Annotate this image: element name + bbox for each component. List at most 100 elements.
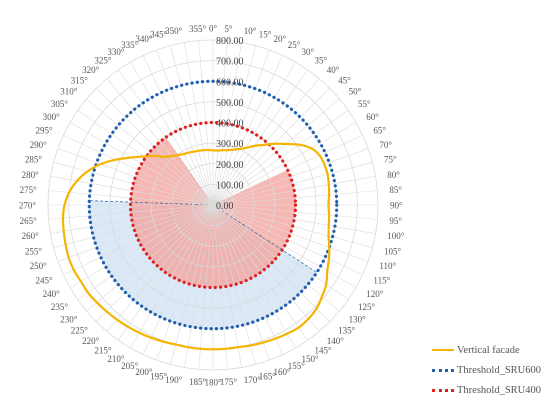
angle-tick-label: 115° — [373, 275, 390, 285]
angle-tick-label: 205° — [121, 361, 139, 371]
angle-tick-label: 285° — [25, 155, 43, 165]
angular-spoke — [212, 204, 369, 262]
angle-tick-label: 100° — [387, 231, 405, 241]
radial-tick-label: 600.00 — [216, 77, 244, 88]
angle-tick-label: 135° — [338, 326, 356, 336]
angular-spoke — [212, 88, 330, 206]
legend-swatch-threshold-sru400 — [432, 388, 454, 392]
angle-tick-label: 260° — [22, 231, 40, 241]
angle-tick-label: 270° — [19, 201, 37, 211]
series-line-threshold-sru600 — [87, 79, 339, 331]
angle-tick-label: 120° — [366, 289, 384, 299]
angle-tick-label: 345° — [150, 30, 168, 40]
series-layer — [61, 79, 339, 351]
angle-tick-label: 330° — [107, 47, 125, 57]
angle-tick-label: 215° — [94, 345, 112, 355]
angle-tick-label: 15° — [259, 30, 272, 40]
angle-tick-label: 180° — [204, 378, 222, 388]
angle-tick-label: 90° — [390, 201, 403, 211]
angle-tick-label: 25° — [288, 40, 301, 50]
angular-spoke — [212, 204, 378, 220]
angle-tick-label: 20° — [274, 34, 287, 44]
angle-tick-label: 320° — [82, 65, 100, 75]
radial-tick-label: 800.00 — [216, 36, 244, 47]
radial-tick-label: 0.00 — [216, 201, 234, 212]
angular-spoke — [212, 40, 228, 206]
angular-spoke — [96, 204, 214, 322]
angular-spoke — [130, 204, 214, 349]
angle-tick-label: 275° — [20, 185, 38, 195]
angular-spoke — [69, 204, 214, 288]
angle-tick-label: 0° — [209, 24, 218, 34]
angle-tick-label: 290° — [30, 140, 48, 150]
angle-tick-label: 240° — [43, 289, 61, 299]
angle-tick-label: 310° — [60, 87, 78, 97]
angle-tick-label: 220° — [82, 336, 100, 346]
angle-tick-label: 235° — [51, 302, 69, 312]
angle-tick-label: 230° — [60, 314, 78, 324]
angle-tick-label: 250° — [30, 261, 48, 271]
legend-swatch-vertical-facade — [432, 349, 454, 351]
angle-tick-label: 85° — [389, 185, 402, 195]
series-line-threshold-sru400 — [128, 120, 298, 290]
angle-tick-label: 280° — [22, 170, 40, 180]
angle-tick-label: 125° — [358, 302, 376, 312]
angle-tick-label: 30° — [302, 47, 315, 57]
angle-tick-label: 70° — [379, 140, 392, 150]
angular-spoke — [184, 42, 214, 206]
legend-swatch-threshold-sru600 — [432, 368, 454, 372]
angle-tick-label: 300° — [43, 112, 61, 122]
angle-tick-label: 185° — [189, 377, 207, 387]
legend-label-threshold-sru600: Threshold_SRU600 — [457, 364, 541, 376]
angular-spoke — [212, 122, 357, 206]
angular-spoke — [212, 45, 256, 206]
angle-tick-label: 145° — [315, 345, 333, 355]
angle-tick-label: 315° — [71, 75, 89, 85]
legend-label-threshold-sru400: Threshold_SRU400 — [457, 384, 541, 396]
angle-tick-label: 245° — [35, 275, 53, 285]
angle-tick-label: 325° — [94, 56, 112, 66]
angular-spoke — [48, 204, 214, 220]
radial-tick-label: 100.00 — [216, 180, 244, 191]
angle-tick-label: 110° — [379, 261, 396, 271]
angle-tick-label: 265° — [20, 216, 38, 226]
angular-spoke — [63, 134, 214, 206]
angular-spoke — [212, 204, 256, 365]
angular-spoke — [212, 204, 242, 368]
radial-tick-label: 200.00 — [216, 160, 244, 171]
angle-tick-label: 195° — [150, 371, 168, 381]
angle-tick-label: 170° — [244, 375, 261, 385]
angle-tick-label: 225° — [71, 326, 89, 336]
angular-spoke — [212, 204, 284, 355]
angle-tick-label: 355° — [189, 24, 207, 34]
angle-tick-label: 35° — [315, 56, 328, 66]
angle-tick-label: 45° — [338, 75, 351, 85]
angle-tick-label: 40° — [327, 65, 340, 75]
angle-tick-label: 350° — [165, 26, 183, 36]
angle-tick-label: 200° — [135, 367, 153, 377]
angle-tick-label: 50° — [349, 87, 362, 97]
angular-spoke — [106, 78, 214, 206]
angle-tick-label: 335° — [121, 40, 139, 50]
angular-spoke — [212, 49, 270, 206]
angular-spoke — [212, 61, 296, 206]
angle-tick-label: 295° — [35, 126, 53, 136]
angle-tick-label: 150° — [302, 354, 320, 364]
legend-item-threshold-sru600: Threshold_SRU600 — [432, 360, 547, 380]
radial-tick-label: 500.00 — [216, 98, 244, 109]
radial-tick-label: 300.00 — [216, 139, 244, 150]
angular-spoke — [142, 55, 214, 206]
angle-tick-labels: 0° 5° 10° 15° 20°25°30°35°40°45° 50° 55° 60° 65°… — [19, 24, 405, 388]
angular-spoke — [57, 204, 214, 262]
angle-tick-label: 65° — [373, 126, 386, 136]
angle-tick-label: 5° — [224, 24, 233, 34]
angle-tick-label: 210° — [107, 354, 125, 364]
legend-label-vertical-facade: Vertical facade — [457, 344, 520, 356]
legend: Vertical facade Threshold_SRU600 Thresho… — [432, 340, 547, 400]
radial-tick-label: 700.00 — [216, 57, 244, 68]
legend-item-vertical-facade: Vertical facade — [432, 340, 547, 360]
angle-tick-label: 95° — [389, 216, 402, 226]
angular-spoke — [212, 162, 373, 206]
angle-tick-label: 130° — [349, 314, 367, 324]
